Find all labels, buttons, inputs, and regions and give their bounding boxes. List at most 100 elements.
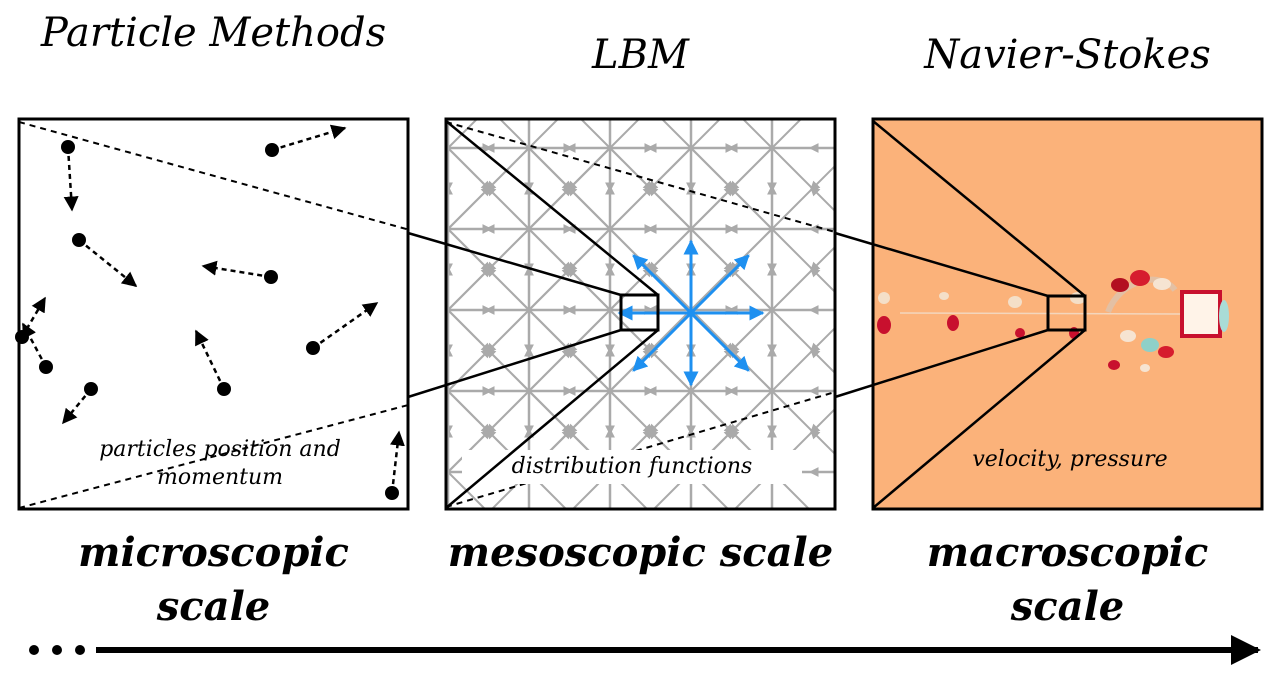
lbm-panel bbox=[408, 108, 837, 513]
d2q9-stencil bbox=[617, 239, 765, 387]
momentum-arrow bbox=[62, 388, 92, 425]
particle-dot bbox=[15, 330, 29, 344]
lattice-grid bbox=[408, 108, 835, 513]
d2q9-velocity-arrow bbox=[689, 311, 750, 372]
momentum-arrow bbox=[390, 430, 405, 494]
caption-velocity-pressure: velocity, pressure bbox=[972, 447, 1168, 472]
lattice-arrow bbox=[732, 511, 734, 513]
lattice-arrow bbox=[642, 423, 654, 435]
ns-panel bbox=[871, 117, 1264, 511]
lattice-arrow bbox=[642, 180, 654, 192]
particle-dot bbox=[264, 270, 278, 284]
lattice-arrow bbox=[651, 108, 653, 110]
lattice-arrow bbox=[730, 511, 732, 513]
obstacle-square bbox=[1180, 290, 1222, 338]
lattice-arrow bbox=[561, 261, 573, 273]
lattice-arrow bbox=[570, 511, 572, 513]
momentum-arrow bbox=[201, 260, 272, 279]
caption-distribution-functions: distribution functions bbox=[511, 454, 753, 479]
momentum-arrow bbox=[312, 301, 379, 350]
lattice-diagonal bbox=[447, 471, 487, 509]
momentum-arrow bbox=[271, 124, 347, 152]
lattice-arrow bbox=[561, 342, 573, 354]
lattice-arrow bbox=[489, 511, 491, 513]
momentum-arrow bbox=[63, 146, 79, 212]
ns-zoom-box bbox=[1046, 294, 1087, 332]
particles bbox=[15, 124, 405, 500]
lattice-arrow bbox=[480, 180, 492, 192]
particle-dot bbox=[84, 382, 98, 396]
lattice-arrow bbox=[809, 180, 821, 192]
lattice-arrow bbox=[408, 511, 410, 513]
particle-dot bbox=[385, 486, 399, 500]
particle-dot bbox=[39, 360, 53, 374]
d2q9-velocity-arrow bbox=[689, 254, 750, 315]
title-particle-methods: Particle Methods bbox=[40, 10, 387, 56]
ellipsis-dot bbox=[52, 645, 62, 655]
scale-microscopic: microscopic scale bbox=[78, 529, 349, 630]
lattice-arrow bbox=[730, 108, 732, 110]
lattice-diagonal bbox=[690, 119, 722, 149]
ellipsis-dot bbox=[29, 645, 39, 655]
zoom-dashed-line-lower-mid bbox=[446, 391, 835, 508]
lattice-arrow bbox=[811, 511, 813, 513]
zoom-connectors bbox=[407, 120, 1086, 509]
momentum-arrow bbox=[194, 329, 226, 390]
lattice-arrow bbox=[811, 108, 813, 110]
title-navier-stokes: Navier-Stokes bbox=[924, 32, 1211, 78]
lattice-arrow bbox=[723, 180, 735, 192]
particle-dot bbox=[217, 382, 231, 396]
lattice-diagonal bbox=[528, 471, 568, 509]
d2q9-velocity-arrow bbox=[632, 254, 693, 315]
lattice-arrow bbox=[487, 511, 489, 513]
lattice-arrow bbox=[732, 108, 734, 110]
lattice-diagonal bbox=[571, 471, 611, 509]
particle-frame bbox=[17, 117, 410, 511]
lattice-diagonal bbox=[771, 471, 811, 509]
caption-particles: particles position and momentum bbox=[99, 437, 341, 490]
lattice-diagonal bbox=[771, 119, 803, 149]
momentum-arrow bbox=[20, 296, 47, 338]
lattice-arrow bbox=[561, 423, 573, 435]
zoom-dashed-line-upper-left bbox=[19, 121, 408, 231]
lattice-diagonal bbox=[609, 119, 641, 149]
lattice-arrow bbox=[649, 511, 651, 513]
lattice-diagonal bbox=[660, 119, 692, 149]
lattice-diagonal bbox=[733, 471, 773, 509]
scale-mesoscopic: mesoscopic scale bbox=[447, 529, 834, 576]
title-lbm: LBM bbox=[592, 32, 689, 78]
lattice-arrow bbox=[561, 180, 573, 192]
ellipsis-dot bbox=[75, 645, 85, 655]
scale-arrow bbox=[29, 635, 1261, 665]
lattice-arrow bbox=[487, 108, 489, 110]
lattice-diagonal bbox=[528, 119, 560, 149]
momentum-arrow bbox=[21, 322, 48, 368]
lattice-diagonal bbox=[690, 471, 730, 509]
lattice-diagonal bbox=[579, 119, 611, 149]
particle-dot bbox=[61, 140, 75, 154]
particle-dot bbox=[306, 341, 320, 355]
zoom-dashed-line-upper-mid bbox=[446, 121, 835, 233]
scale-macroscopic: macroscopic scale bbox=[926, 529, 1209, 630]
lattice-arrow bbox=[489, 108, 491, 110]
lattice-arrow bbox=[568, 108, 570, 110]
particle-dot bbox=[265, 143, 279, 157]
lattice-arrow bbox=[809, 423, 821, 435]
vortex-street bbox=[877, 270, 1229, 372]
lattice-diagonal bbox=[609, 471, 649, 509]
lattice-arrow bbox=[723, 342, 735, 354]
lattice-arrow bbox=[570, 108, 572, 110]
d2q9-velocity-arrow bbox=[632, 311, 693, 372]
lattice-diagonal bbox=[490, 471, 530, 509]
momentum-arrow bbox=[78, 239, 138, 287]
lbm-frame bbox=[444, 117, 837, 511]
lattice-arrow bbox=[408, 108, 410, 110]
lbm-zoom-box bbox=[619, 293, 660, 332]
lattice-diagonal bbox=[741, 119, 773, 149]
zoom-dashed-line-lower-left bbox=[19, 404, 408, 509]
lattice-arrow bbox=[809, 261, 821, 273]
lattice-arrow bbox=[642, 261, 654, 273]
lattice-arrow bbox=[568, 511, 570, 513]
lattice-arrow bbox=[723, 423, 735, 435]
